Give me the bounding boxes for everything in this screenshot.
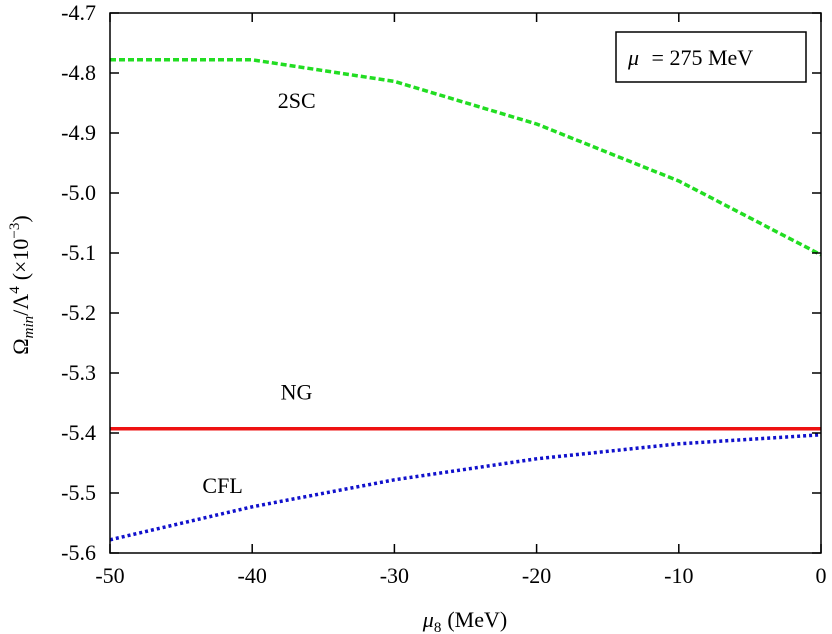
y-tick-label: -5.0 bbox=[61, 180, 96, 205]
series-line-2sc bbox=[110, 58, 822, 257]
y-tick-label: -4.8 bbox=[61, 60, 96, 85]
series-label-cfl: CFL bbox=[202, 473, 242, 498]
legend-box: μ = 275 MeV bbox=[615, 31, 807, 83]
y-axis-scale-close: ) bbox=[8, 215, 33, 222]
legend-text: μ = 275 MeV bbox=[627, 45, 753, 70]
x-axis-subscript: 8 bbox=[434, 620, 442, 634]
series-line-cfl bbox=[109, 433, 822, 542]
y-tick-label: -4.7 bbox=[61, 0, 96, 25]
y-tick-label: -5.3 bbox=[61, 360, 96, 385]
y-axis-lambda: /Λ bbox=[8, 294, 33, 316]
y-axis-subscript: min bbox=[21, 316, 37, 339]
series-label-ng: NG bbox=[281, 379, 313, 404]
y-tick-label: -5.1 bbox=[61, 240, 96, 265]
x-axis-symbol: μ bbox=[422, 607, 434, 632]
plot-area: 2SC NG CFL bbox=[109, 58, 822, 542]
y-axis-scale-exponent: −3 bbox=[7, 223, 23, 239]
y-axis-scale-open: (×10 bbox=[8, 239, 33, 281]
legend-frame bbox=[615, 31, 807, 83]
x-tick-label: -30 bbox=[380, 563, 409, 588]
x-axis-unit: (MeV) bbox=[447, 607, 507, 632]
y-axis-lambda-exponent: 4 bbox=[7, 286, 23, 294]
legend-mu-symbol: μ bbox=[627, 45, 639, 70]
y-axis-title: Ωmin/Λ4 (×10−3) bbox=[7, 215, 37, 354]
x-tick-label: -40 bbox=[238, 563, 267, 588]
y-tick-label: -5.5 bbox=[61, 480, 96, 505]
x-tick-label: -20 bbox=[522, 563, 551, 588]
x-tick-label: -50 bbox=[95, 563, 124, 588]
x-tick-label: 0 bbox=[816, 563, 827, 588]
y-axis-omega: Ω bbox=[8, 338, 33, 354]
axis-ticks: -50 -40 -30 -20 -10 0 -4.7 -4.8 -4.9 -5.0 -5.1 -5.2… bbox=[61, 0, 826, 588]
x-axis-title: μ8 (MeV) bbox=[422, 607, 507, 634]
y-tick-label: -4.9 bbox=[61, 120, 96, 145]
series-label-2sc: 2SC bbox=[278, 88, 316, 113]
plot-frame bbox=[109, 12, 822, 554]
legend-value: = 275 MeV bbox=[652, 45, 754, 70]
y-tick-label: -5.2 bbox=[61, 300, 96, 325]
x-tick-label: -10 bbox=[664, 563, 693, 588]
y-tick-label: -5.4 bbox=[61, 420, 96, 445]
y-tick-label: -5.6 bbox=[61, 540, 96, 565]
